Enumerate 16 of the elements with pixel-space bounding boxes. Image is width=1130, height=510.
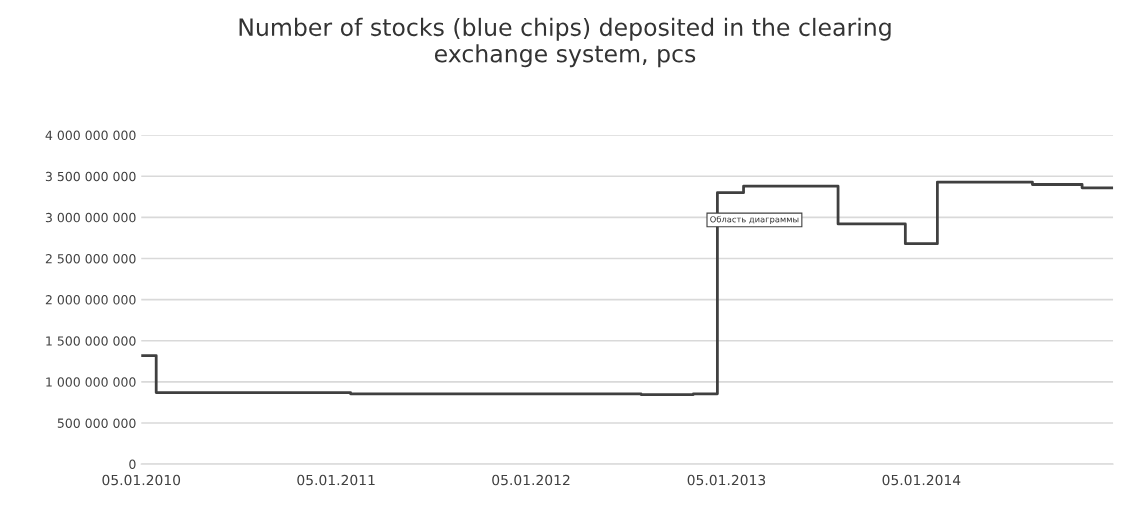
y-tick-label: 500 000 000 bbox=[57, 418, 136, 428]
y-tick-label: 2 500 000 000 bbox=[45, 253, 136, 264]
y-tick-label: 0 bbox=[129, 459, 136, 470]
chart-title: Number of stocks (blue chips) deposited in the clearing exchange system, pcs bbox=[239, 17, 891, 68]
x-tick-label: 05.01.2012 bbox=[492, 474, 570, 486]
x-tick-label: 05.01.2013 bbox=[687, 474, 766, 486]
y-tick-label: 2 000 000 000 bbox=[45, 295, 136, 305]
x-tick-label: 05.01.2010 bbox=[102, 474, 181, 486]
y-tick-label: 3 500 000 000 bbox=[45, 171, 136, 182]
x-tick-label: 05.01.2011 bbox=[297, 474, 375, 486]
y-tick-label: 4 000 000 000 bbox=[45, 130, 136, 141]
y-tick-label: 3 000 000 000 bbox=[45, 212, 136, 223]
y-tick-label: 1 500 000 000 bbox=[46, 336, 136, 346]
y-tick-label: 1 000 000 000 bbox=[46, 377, 136, 387]
x-tick-label: 05.01.2014 bbox=[882, 474, 961, 486]
annotation: Область диаграммы bbox=[710, 215, 799, 225]
